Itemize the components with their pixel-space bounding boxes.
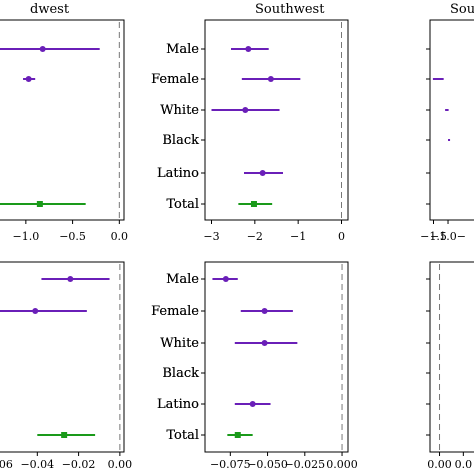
panel4-xtick-label-3: 0.00 (108, 458, 133, 471)
panel5-male-estimate-marker (222, 276, 229, 282)
panel2-category-latino: Latino (157, 166, 199, 181)
panel1-male-estimate-marker (39, 46, 46, 52)
panel1-xtick-label-0: −1.0 (12, 230, 39, 243)
panel1-frame (0, 19, 125, 221)
panel5-white-estimate-marker (261, 340, 268, 346)
panel6-category-female: Female (151, 304, 199, 319)
panel5-category-female: Female (151, 304, 199, 319)
panel4-total-estimate-marker (61, 432, 68, 438)
panel2-frame (204, 19, 349, 221)
panel4-frame (0, 261, 125, 453)
panel5-category-white: White (160, 336, 199, 351)
panel6-category-latino: Latino (157, 397, 199, 412)
panel4-male-estimate-marker (67, 276, 74, 282)
panel5-xtick-label-2: −0.025 (284, 458, 325, 471)
panel2-category-male: Male (166, 42, 199, 57)
panel3-xtick-label-0: −1.5 (420, 230, 447, 243)
panel5-xtick-label-0: −0.075 (210, 458, 251, 471)
panel2-xtick-label-1: −2 (247, 230, 263, 243)
panel2-latino-estimate-marker (259, 170, 266, 176)
panel3-category-black: Black (162, 133, 199, 148)
panel5-latino-estimate-marker (249, 401, 256, 407)
panel4-xtick-label-0: −0.06 (0, 458, 13, 471)
panel5-frame (204, 261, 349, 453)
panel2-xtick-label-3: 0 (338, 230, 345, 243)
panel1-xtick-label-1: −0.5 (59, 230, 86, 243)
panel2-title: Southwest (255, 2, 325, 17)
panel2-category-white: White (160, 103, 199, 118)
panel2-category-black: Black (162, 133, 199, 148)
panel6-xtick-label-0: 0.00 (427, 458, 452, 471)
panel6-category-black: Black (162, 366, 199, 381)
panel5-category-latino: Latino (157, 397, 199, 412)
panel3-category-female: Female (151, 72, 199, 87)
panel3-category-latino: Latino (157, 166, 199, 181)
panel6-category-white: White (160, 336, 199, 351)
panel4-female-estimate-marker (32, 308, 39, 314)
panel5-total-estimate-marker (234, 432, 241, 438)
panel2-total-estimate-marker (250, 201, 257, 207)
panel2-xtick-label-2: −1 (290, 230, 306, 243)
panel3-xtick-label-1: −1.0− (430, 230, 466, 243)
panel6-xtick-label-1: 0.0 (455, 458, 473, 471)
panel3-category-male: Male (166, 42, 199, 57)
panel3-category-white: White (160, 103, 199, 118)
panel2-category-total: Total (166, 197, 199, 212)
panel3-category-total: Total (166, 197, 199, 212)
panel2-xtick-label-0: −3 (203, 230, 219, 243)
panel1-female-estimate-marker (25, 76, 32, 82)
panel3-title: Southea (450, 2, 474, 17)
panel5-category-total: Total (166, 428, 199, 443)
panel2-female-estimate-marker (267, 76, 274, 82)
panel5-category-black: Black (162, 366, 199, 381)
panel2-category-female: Female (151, 72, 199, 87)
panel2-male-estimate-marker (245, 46, 252, 52)
panel4-xtick-label-1: −0.04 (20, 458, 54, 471)
panel5-category-male: Male (166, 272, 199, 287)
panel6-frame (429, 261, 474, 453)
panel5-female-estimate-marker (261, 308, 268, 314)
panel5-xtick-label-1: −0.050 (247, 458, 288, 471)
panel3-frame (429, 19, 474, 221)
panel4-xtick-label-2: −0.02 (62, 458, 96, 471)
panel5-xtick-label-3: 0.000 (326, 458, 358, 471)
panel1-total-estimate-marker (36, 201, 43, 207)
panel1-title: dwest (30, 2, 70, 17)
panel6-category-male: Male (166, 272, 199, 287)
panel2-white-estimate-marker (242, 107, 249, 113)
panel1-xtick-label-2: 0.0 (111, 230, 129, 243)
panel6-category-total: Total (166, 428, 199, 443)
